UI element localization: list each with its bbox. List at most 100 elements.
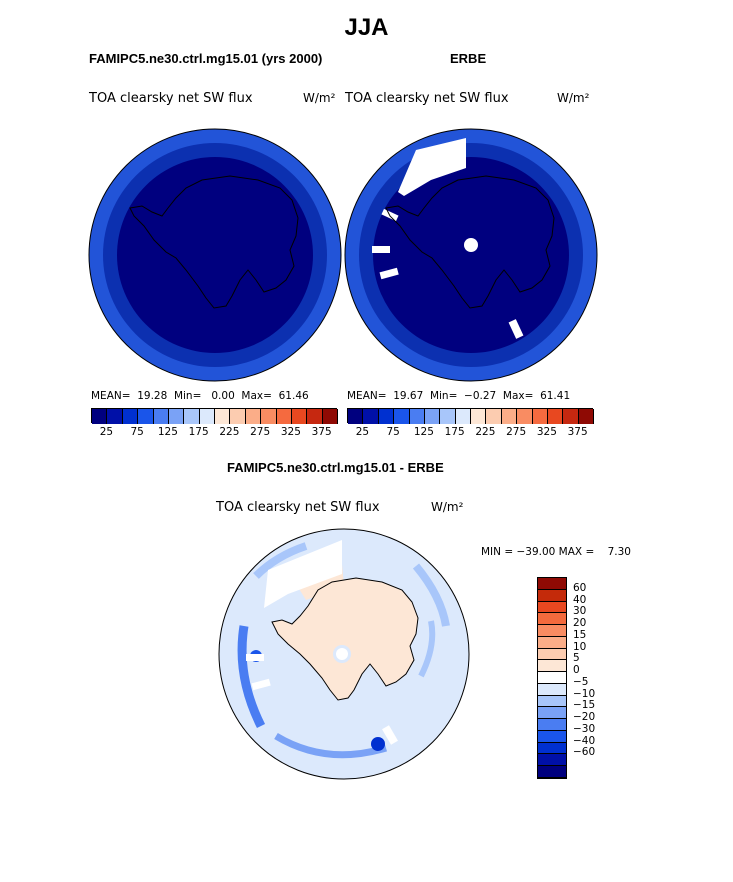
map-border bbox=[344, 128, 598, 382]
obs-subtitle: TOA clearsky net SW flux bbox=[345, 91, 509, 106]
diff-anomaly-band bbox=[253, 542, 308, 579]
antarctica-coastline bbox=[271, 577, 419, 701]
colorbar-swatch bbox=[471, 409, 487, 424]
model-units: W/m² bbox=[303, 91, 336, 105]
colorbar-tick-label: 125 bbox=[413, 426, 434, 438]
map-border bbox=[218, 528, 470, 780]
obs-units: W/m² bbox=[557, 91, 590, 105]
diff-units: W/m² bbox=[431, 500, 464, 514]
colorbar-swatch bbox=[440, 409, 456, 424]
colorbar-swatch bbox=[261, 409, 277, 424]
colorbar-tick-label: −30 bbox=[573, 722, 596, 735]
colorbar-swatch bbox=[538, 766, 566, 778]
missing-data-strip bbox=[246, 654, 264, 661]
colorbar-swatch bbox=[92, 409, 108, 424]
colorbar-swatch bbox=[138, 409, 154, 424]
diff-strong-anomaly bbox=[371, 737, 385, 751]
colorbar-swatch bbox=[322, 409, 338, 424]
colorbar-swatch bbox=[538, 625, 566, 637]
colorbar-swatch bbox=[378, 409, 395, 424]
missing-data-strip bbox=[508, 319, 524, 339]
colorbar-swatch bbox=[532, 409, 548, 424]
model-subtitle: TOA clearsky net SW flux bbox=[89, 91, 253, 106]
missing-data-strip bbox=[379, 267, 399, 280]
colorbar-swatch bbox=[538, 601, 566, 614]
diff-anomaly-band bbox=[418, 620, 436, 678]
colorbar-swatch bbox=[501, 409, 518, 424]
colorbar-tick-label: −60 bbox=[573, 746, 596, 759]
colorbar-swatch bbox=[307, 409, 323, 424]
missing-data-region bbox=[398, 138, 466, 196]
colorbar-tick-label: 0 bbox=[573, 664, 580, 677]
colorbar-swatch bbox=[538, 719, 566, 731]
colorbar-tick-label: 375 bbox=[311, 426, 332, 438]
colorbar-tick-label: 275 bbox=[506, 426, 527, 438]
colorbar-tick-label: 25 bbox=[355, 426, 370, 438]
colorbar-swatch bbox=[199, 409, 215, 424]
map-border bbox=[88, 128, 342, 382]
colorbar-tick-label: 325 bbox=[280, 426, 301, 438]
colorbar-swatch bbox=[363, 409, 379, 424]
colorbar-tick-label: 30 bbox=[573, 605, 587, 618]
colorbar-tick-label: 225 bbox=[219, 426, 240, 438]
antarctica-coastline bbox=[129, 175, 299, 309]
colorbar-tick-label: −10 bbox=[573, 687, 596, 700]
model-stats: MEAN= 19.28 Min= 0.00 Max= 61.46 bbox=[91, 390, 309, 402]
colorbar-tick-label: 20 bbox=[573, 617, 587, 630]
colorbar-tick-label: 225 bbox=[475, 426, 496, 438]
model-colorbar bbox=[91, 408, 338, 424]
colorbar-swatch bbox=[538, 742, 566, 755]
map-inner-region bbox=[117, 157, 313, 353]
missing-data-strip bbox=[251, 678, 271, 691]
colorbar-swatch bbox=[245, 409, 262, 424]
colorbar-swatch bbox=[122, 409, 139, 424]
colorbar-swatch bbox=[538, 730, 566, 743]
colorbar-swatch bbox=[394, 409, 410, 424]
colorbar-swatch bbox=[409, 409, 425, 424]
colorbar-swatch bbox=[538, 683, 566, 696]
colorbar-swatch bbox=[348, 409, 364, 424]
colorbar-tick-label: 375 bbox=[567, 426, 588, 438]
colorbar-tick-label: 175 bbox=[444, 426, 465, 438]
diff-colorbar-ticks: 60 40 30 20 15 10 5 0 −5 −10 −15 −20 −30 −40 −60 bbox=[573, 577, 633, 779]
missing-data-strip bbox=[372, 246, 390, 253]
diff-anomaly-band bbox=[274, 732, 388, 759]
map-inner-region bbox=[373, 157, 569, 353]
colorbar-tick-label: 75 bbox=[386, 426, 400, 438]
colorbar-swatch bbox=[538, 589, 566, 602]
obs-colorbar bbox=[347, 408, 594, 424]
colorbar-swatch bbox=[517, 409, 533, 424]
colorbar-tick-label: 75 bbox=[130, 426, 144, 438]
colorbar-swatch bbox=[578, 409, 594, 424]
missing-data-region bbox=[264, 540, 342, 608]
diff-stats: MIN = −39.00 MAX = 7.30 bbox=[481, 546, 631, 558]
page-title: JJA bbox=[344, 14, 389, 41]
colorbar-swatch bbox=[424, 409, 441, 424]
colorbar-tick-label: 325 bbox=[536, 426, 557, 438]
colorbar-tick-label: 10 bbox=[573, 640, 587, 653]
model-colorbar-ticks: 25 75 125 175 225 275 325 375 bbox=[91, 426, 337, 440]
colorbar-swatch bbox=[538, 648, 566, 661]
colorbar-swatch bbox=[291, 409, 308, 424]
colorbar-swatch bbox=[538, 660, 566, 673]
diff-polar-map bbox=[218, 528, 470, 780]
model-polar-map bbox=[88, 128, 342, 382]
colorbar-swatch bbox=[215, 409, 231, 424]
colorbar-swatch bbox=[538, 672, 566, 684]
colorbar-tick-label: −5 bbox=[573, 675, 589, 688]
diff-anomaly-band bbox=[412, 563, 450, 627]
colorbar-swatch bbox=[547, 409, 564, 424]
colorbar-tick-label: 40 bbox=[573, 593, 587, 606]
colorbar-swatch bbox=[184, 409, 200, 424]
colorbar-swatch bbox=[455, 409, 471, 424]
missing-data-strip bbox=[382, 725, 398, 745]
diff-panel-header: FAMIPC5.ne30.ctrl.mg15.01 - ERBE bbox=[227, 460, 444, 475]
colorbar-swatch bbox=[538, 613, 566, 626]
colorbar-swatch bbox=[486, 409, 502, 424]
colorbar-tick-label: −15 bbox=[573, 699, 596, 712]
colorbar-swatch bbox=[538, 707, 566, 720]
colorbar-tick-label: −40 bbox=[573, 734, 596, 747]
pole-hole bbox=[464, 238, 478, 252]
colorbar-tick-label: −20 bbox=[573, 711, 596, 724]
colorbar-tick-label: 175 bbox=[188, 426, 209, 438]
